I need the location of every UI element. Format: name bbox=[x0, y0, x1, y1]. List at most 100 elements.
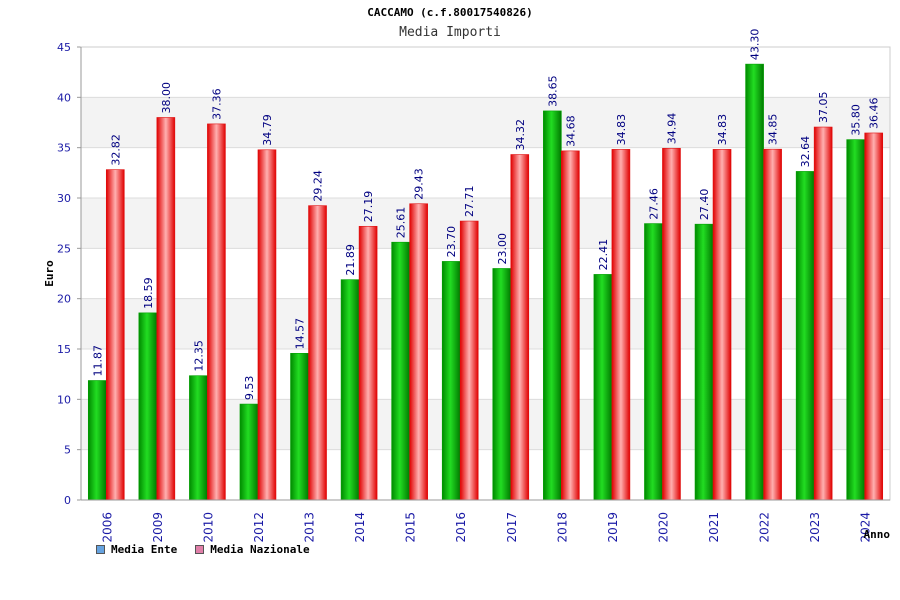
y-tick-label: 35 bbox=[57, 142, 71, 155]
bar-media-ente bbox=[694, 223, 714, 501]
bar-media-nazionale bbox=[105, 169, 125, 501]
data-label: 34.85 bbox=[767, 114, 780, 146]
bar-media-ente bbox=[239, 403, 259, 501]
chart-title: CACCAMO (c.f.80017540826) bbox=[367, 6, 533, 19]
bar-media-ente bbox=[644, 223, 663, 501]
data-label: 35.80 bbox=[850, 104, 863, 136]
legend-label: Media Ente bbox=[111, 543, 178, 556]
data-label: 18.59 bbox=[142, 277, 155, 309]
x-tick-label: 2019 bbox=[606, 512, 620, 543]
x-tick-label: 2013 bbox=[303, 512, 317, 543]
data-label: 27.19 bbox=[362, 191, 375, 223]
bar-media-ente bbox=[391, 241, 410, 501]
bar-media-ente bbox=[593, 274, 613, 501]
x-tick-label: 2022 bbox=[758, 512, 772, 543]
x-tick-label: 2009 bbox=[151, 512, 165, 543]
data-label: 37.05 bbox=[817, 92, 830, 124]
bar-media-ente bbox=[795, 171, 815, 501]
x-tick-label: 2010 bbox=[201, 512, 215, 543]
data-label: 32.64 bbox=[799, 136, 812, 168]
data-label: 29.43 bbox=[413, 168, 426, 200]
legend-item-media-ente: Media Ente bbox=[96, 543, 177, 556]
bar-media-nazionale bbox=[308, 205, 327, 501]
data-label: 34.32 bbox=[514, 119, 527, 151]
x-tick-label: 2018 bbox=[555, 512, 569, 543]
y-tick-label: 25 bbox=[57, 242, 71, 255]
bar-media-ente bbox=[87, 380, 107, 501]
bar-media-nazionale bbox=[358, 225, 378, 501]
legend: Media Ente Media Nazionale bbox=[96, 543, 310, 556]
data-label: 27.71 bbox=[463, 186, 476, 218]
y-tick-label: 45 bbox=[57, 41, 71, 54]
data-label: 22.41 bbox=[597, 239, 610, 271]
data-label: 38.00 bbox=[160, 82, 173, 114]
data-label: 34.68 bbox=[564, 115, 577, 147]
data-label: 38.65 bbox=[546, 75, 559, 107]
legend-item-media-nazionale: Media Nazionale bbox=[195, 543, 310, 556]
bar-media-ente bbox=[138, 312, 158, 501]
bar-media-nazionale bbox=[611, 149, 631, 501]
data-label: 12.35 bbox=[192, 340, 205, 372]
data-label: 27.40 bbox=[698, 189, 711, 221]
bar-media-nazionale bbox=[156, 117, 176, 501]
data-label: 37.36 bbox=[210, 88, 223, 120]
data-label: 23.70 bbox=[445, 226, 458, 258]
legend-swatch bbox=[195, 545, 205, 554]
data-label: 23.00 bbox=[496, 233, 509, 265]
data-label: 11.87 bbox=[91, 345, 104, 377]
bar-media-nazionale bbox=[561, 150, 580, 501]
x-tick-label: 2014 bbox=[353, 512, 367, 543]
x-tick-label: 2016 bbox=[454, 512, 468, 543]
y-tick-label: 20 bbox=[57, 293, 71, 306]
data-label: 34.79 bbox=[261, 114, 274, 146]
x-tick-label: 2024 bbox=[859, 512, 873, 543]
y-tick-label: 10 bbox=[57, 393, 71, 406]
bar-media-nazionale bbox=[662, 147, 681, 501]
x-tick-label: 2020 bbox=[656, 512, 670, 543]
data-label: 43.30 bbox=[749, 29, 762, 61]
data-label: 27.46 bbox=[647, 188, 660, 220]
bar-media-nazionale bbox=[763, 148, 782, 501]
x-tick-label: 2021 bbox=[707, 512, 721, 543]
bar-media-ente bbox=[492, 268, 512, 501]
grid-band bbox=[81, 47, 890, 98]
data-label: 34.83 bbox=[716, 114, 729, 146]
bar-media-ente bbox=[543, 110, 562, 501]
data-label: 34.94 bbox=[665, 113, 678, 145]
x-axis-label: Anno bbox=[864, 528, 891, 541]
x-tick-label: 2023 bbox=[808, 512, 822, 543]
bar-media-nazionale bbox=[864, 132, 884, 501]
data-label: 21.89 bbox=[344, 244, 357, 276]
data-label: 29.24 bbox=[312, 170, 325, 202]
bar-media-ente bbox=[340, 279, 360, 501]
bar-media-ente bbox=[745, 63, 764, 501]
data-label: 14.57 bbox=[294, 318, 307, 350]
y-tick-label: 30 bbox=[57, 192, 71, 205]
bar-media-nazionale bbox=[510, 154, 530, 501]
bar-media-nazionale bbox=[459, 220, 479, 501]
bar-media-nazionale bbox=[409, 203, 428, 501]
y-tick-label: 15 bbox=[57, 343, 71, 356]
data-label: 34.83 bbox=[615, 114, 628, 146]
bar-media-ente bbox=[189, 375, 208, 501]
bar-media-nazionale bbox=[712, 149, 732, 501]
y-tick-label: 5 bbox=[64, 444, 71, 457]
x-tick-label: 2015 bbox=[404, 512, 418, 543]
bar-media-ente bbox=[290, 353, 309, 501]
bar-media-nazionale bbox=[257, 149, 277, 501]
data-label: 36.46 bbox=[868, 97, 881, 129]
y-tick-label: 40 bbox=[57, 91, 71, 104]
chart-subtitle: Media Importi bbox=[399, 25, 501, 40]
y-axis-label: Euro bbox=[43, 260, 56, 287]
bar-media-ente bbox=[846, 139, 866, 501]
x-tick-label: 2012 bbox=[252, 512, 266, 543]
bar-media-ente bbox=[441, 261, 461, 501]
data-label: 32.82 bbox=[109, 134, 122, 166]
data-label: 25.61 bbox=[395, 207, 408, 239]
legend-label: Media Nazionale bbox=[210, 543, 310, 556]
x-tick-label: 2017 bbox=[505, 512, 519, 543]
data-label: 9.53 bbox=[243, 376, 256, 401]
bar-media-nazionale bbox=[207, 123, 226, 501]
x-tick-label: 2006 bbox=[100, 512, 114, 543]
bar-media-nazionale bbox=[813, 126, 833, 501]
